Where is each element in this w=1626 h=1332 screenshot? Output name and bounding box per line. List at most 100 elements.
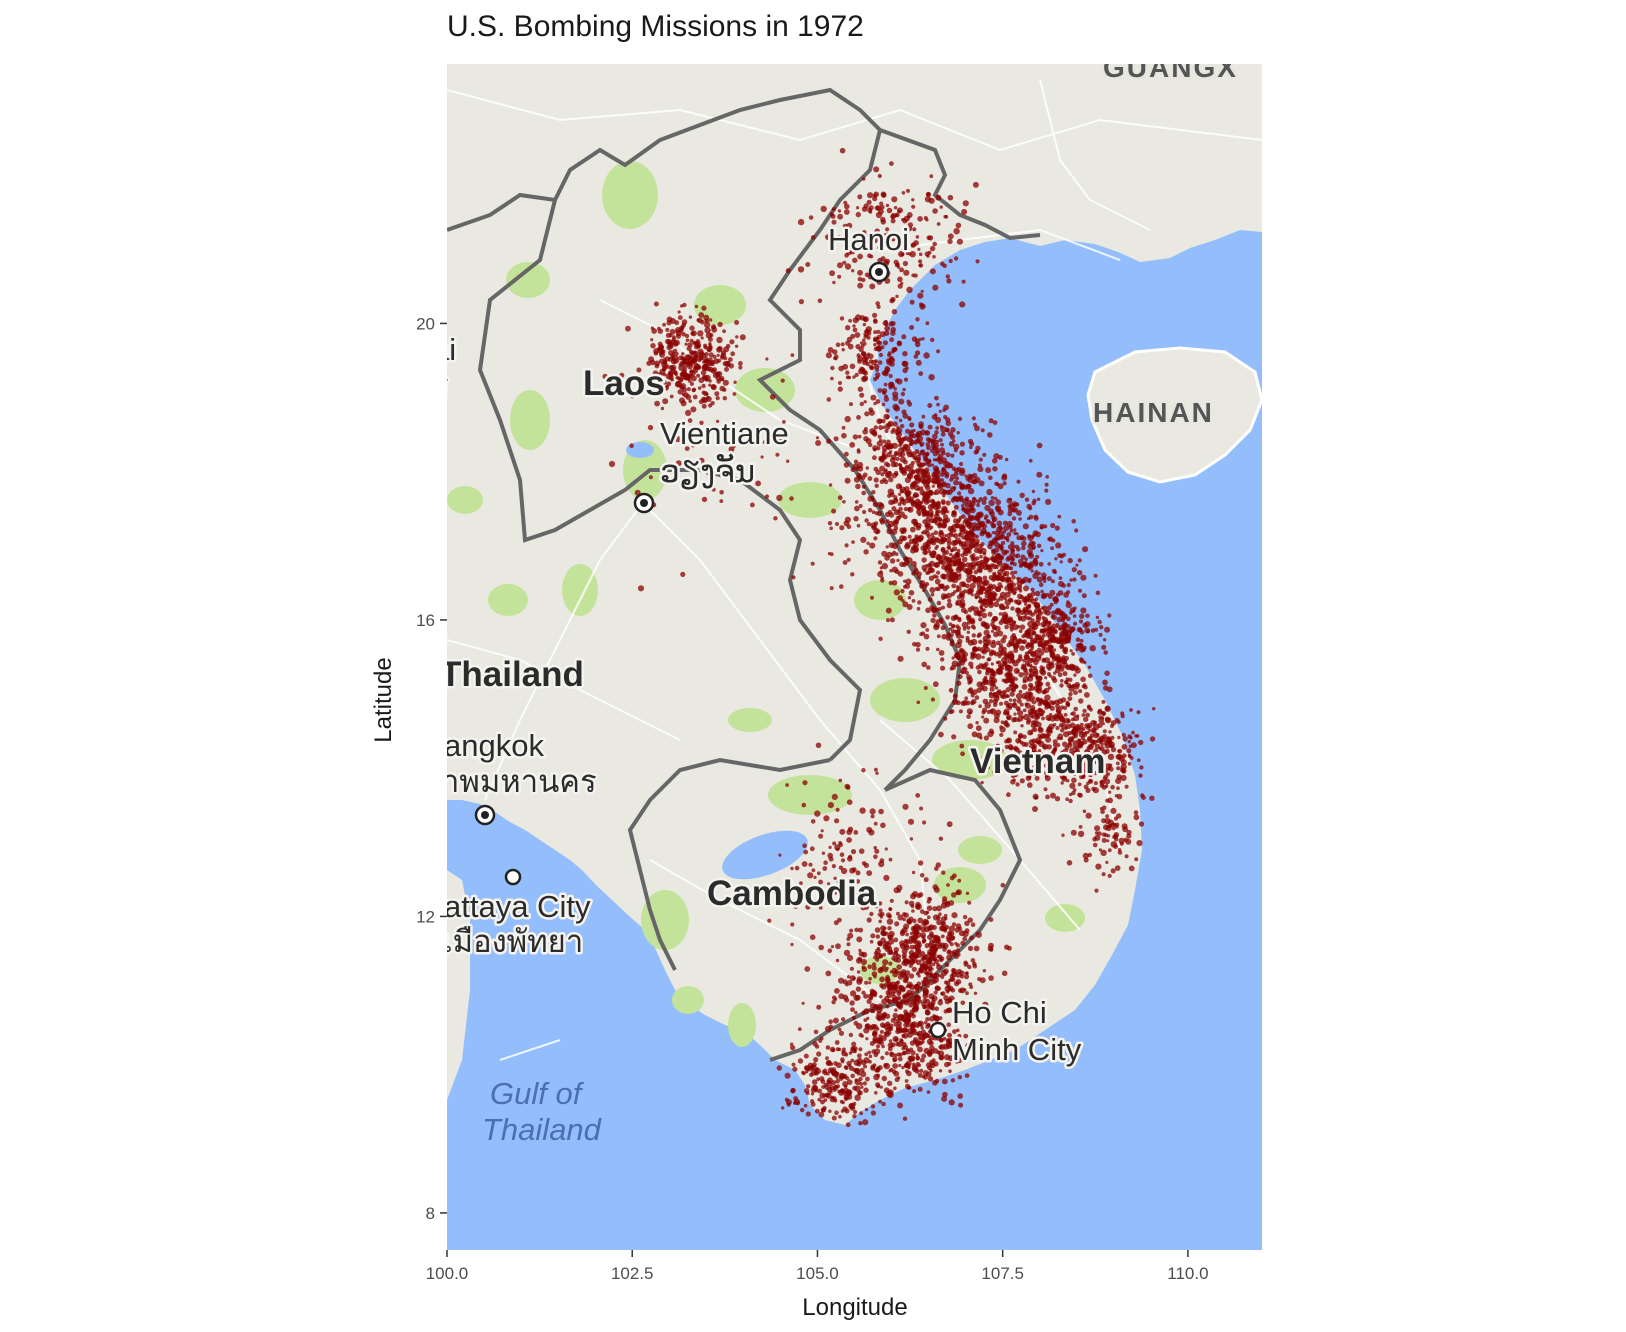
bombing-point <box>1007 945 1012 951</box>
bombing-point <box>876 1084 881 1089</box>
bombing-point <box>969 554 974 559</box>
bombing-point <box>883 479 889 485</box>
bombing-point <box>1030 746 1037 753</box>
bombing-point <box>1016 580 1023 587</box>
bombing-point <box>840 1059 845 1064</box>
bombing-point <box>981 500 987 505</box>
bombing-point <box>956 626 962 631</box>
bombing-point <box>843 209 850 215</box>
bombing-point <box>959 647 964 653</box>
bombing-point <box>983 675 988 680</box>
bombing-point <box>1135 734 1140 738</box>
bombing-point <box>868 981 872 985</box>
bombing-point <box>784 882 788 886</box>
x-tick-label: 102.5 <box>611 1264 654 1283</box>
bombing-point <box>915 469 920 474</box>
bombing-point <box>1044 482 1049 487</box>
bombing-point <box>852 327 858 333</box>
bombing-point <box>858 848 865 854</box>
bombing-point <box>932 906 938 912</box>
bombing-point <box>1107 848 1112 853</box>
bombing-point <box>696 365 702 370</box>
bombing-point <box>1077 558 1082 563</box>
bombing-point <box>1018 587 1022 591</box>
bombing-point <box>857 434 862 439</box>
bombing-point <box>946 984 951 990</box>
bombing-point <box>707 366 714 372</box>
bombing-point <box>911 952 918 959</box>
bombing-point <box>944 534 948 538</box>
y-tick-label: 12 <box>416 907 435 926</box>
bombing-point <box>1060 705 1065 710</box>
bombing-point <box>906 629 911 634</box>
bombing-point <box>878 861 885 868</box>
bombing-point <box>686 361 691 366</box>
bombing-point <box>838 778 843 783</box>
bombing-point <box>1016 658 1021 664</box>
bombing-point <box>701 496 708 503</box>
bombing-point <box>982 1001 989 1008</box>
bombing-point <box>969 582 976 589</box>
bombing-point <box>923 1020 928 1025</box>
bombing-point <box>971 416 977 421</box>
bombing-point <box>879 502 884 507</box>
bombing-point <box>854 500 859 504</box>
bombing-point <box>821 1085 825 1089</box>
bombing-point <box>920 472 927 479</box>
bombing-point <box>992 702 998 708</box>
bombing-point <box>834 844 841 851</box>
bombing-point <box>920 909 925 914</box>
bombing-point <box>941 468 947 475</box>
bombing-point <box>933 439 937 443</box>
bombing-point <box>1108 766 1114 772</box>
bombing-point <box>933 1061 939 1067</box>
bombing-point <box>916 606 921 611</box>
bombing-point <box>871 510 876 514</box>
bombing-point <box>823 815 830 822</box>
bombing-point <box>956 548 961 553</box>
bombing-point <box>974 476 981 483</box>
bombing-point <box>863 549 869 555</box>
bombing-point <box>850 572 855 577</box>
bombing-point <box>917 600 922 605</box>
bombing-point <box>1040 752 1044 756</box>
bombing-point <box>897 207 903 214</box>
bombing-point <box>1034 655 1042 662</box>
bombing-point <box>899 986 906 993</box>
bombing-point <box>926 254 930 258</box>
bombing-point <box>1077 627 1083 632</box>
x-axis-label: Longitude <box>802 1294 908 1321</box>
bombing-point <box>885 227 890 232</box>
bombing-point <box>960 940 966 946</box>
bombing-point <box>910 1050 916 1056</box>
bombing-point <box>831 864 837 869</box>
bombing-point <box>850 1007 855 1012</box>
bombing-point <box>973 569 979 575</box>
bombing-point <box>654 360 660 367</box>
x-tick-label: 100.0 <box>426 1264 469 1283</box>
bombing-point <box>889 558 896 564</box>
bombing-point <box>1016 576 1020 581</box>
bombing-point <box>867 207 873 213</box>
bombing-point <box>1031 720 1036 726</box>
bombing-point <box>938 731 944 738</box>
bombing-point <box>867 1050 872 1055</box>
bombing-point <box>821 851 826 855</box>
bombing-point <box>863 400 867 404</box>
bombing-point <box>1023 615 1027 619</box>
bombing-point <box>998 620 1004 626</box>
bombing-point <box>1102 729 1107 734</box>
bombing-point <box>994 625 1001 632</box>
bombing-point <box>835 807 840 812</box>
bombing-point <box>902 959 908 964</box>
bombing-point <box>1009 624 1014 629</box>
bombing-point <box>1037 640 1043 646</box>
bombing-point <box>1005 711 1010 716</box>
bombing-point <box>932 613 937 618</box>
bombing-point <box>945 615 950 620</box>
bombing-point <box>818 1038 823 1043</box>
bombing-point <box>960 974 964 979</box>
bombing-point <box>959 441 966 447</box>
bombing-point <box>951 625 955 629</box>
bombing-point <box>930 337 935 343</box>
